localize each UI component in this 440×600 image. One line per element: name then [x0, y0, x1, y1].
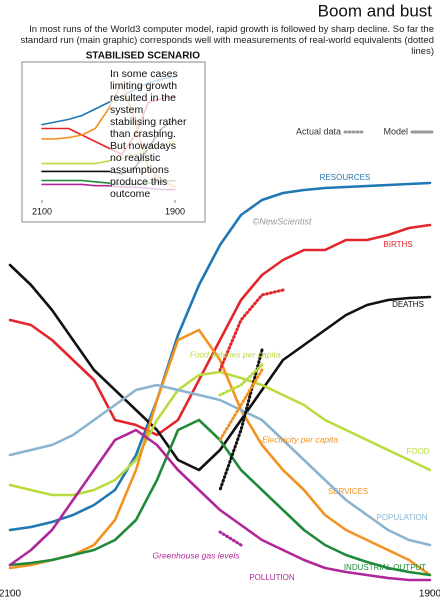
x-tick-label: 2100 [0, 589, 22, 600]
legend-label: Model [383, 126, 408, 136]
model-line [8, 370, 432, 497]
legend-label: Actual data [296, 126, 341, 136]
series-label: POLLUTION [249, 573, 295, 582]
x-tick-label: 2100 [32, 206, 52, 216]
actual-data-line [218, 288, 285, 372]
actual-data-line [218, 368, 264, 442]
series-label: BIRTHS [383, 240, 412, 249]
x-tick-label: 1900 [419, 589, 440, 600]
credit: ©NewScientist [253, 216, 312, 226]
model-line [8, 181, 432, 532]
model-line [8, 383, 432, 547]
model-line [8, 428, 432, 582]
series-label: INDUSTRIAL OUTPUT [344, 563, 426, 572]
series-label: FOOD [406, 447, 429, 456]
series-label: DEATHS [392, 300, 424, 309]
inset-title: STABILISED SCENARIO [86, 51, 200, 62]
series-label: Electricity per capita [262, 434, 338, 444]
series-label: POPULATION [377, 513, 428, 522]
model-line [8, 223, 432, 437]
chart-title: Boom and bust [318, 1, 433, 20]
inset-note: In some cases limiting growth resulted i… [110, 68, 190, 200]
actual-data-line [218, 530, 243, 547]
series-label: Greenhouse gas levels [153, 550, 241, 560]
x-tick-label: 1900 [165, 206, 185, 216]
series-label: Food calories per capita [190, 349, 281, 359]
actual-data-line [218, 363, 264, 397]
model-line [8, 263, 432, 472]
model-line [8, 328, 432, 577]
series-label: SERVICES [328, 487, 368, 496]
series-label: RESOURCES [320, 173, 371, 182]
actual-data-line [218, 348, 264, 492]
subtitle: In most runs of the World3 computer mode… [20, 24, 434, 57]
